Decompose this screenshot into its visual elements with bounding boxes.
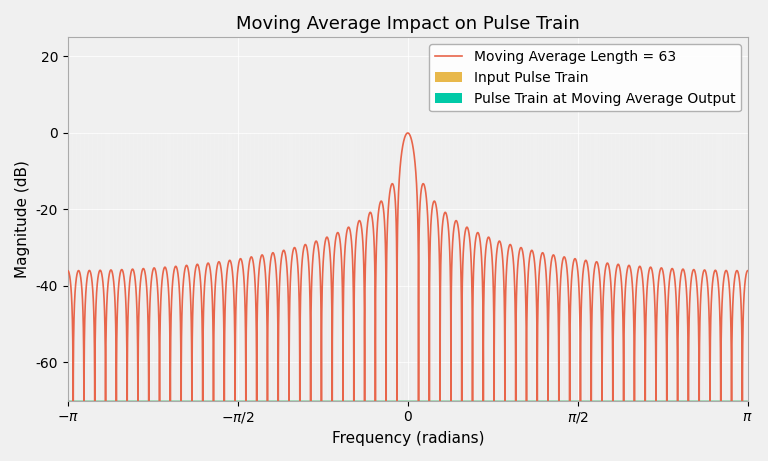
Moving Average Length = 63 (697, 284, 706, 290)
Line: Moving Average Length = 63: Moving Average Length = 63 (68, 133, 748, 461)
Moving Average Length = 63 (594, 269, 604, 275)
Moving Average Length = 63 (63, 268, 72, 273)
Moving Average Length = 63 (115, 274, 124, 279)
Moving Average Length = 63 (346, 231, 356, 236)
Moving Average Length = 63 (495, 240, 505, 245)
Title: Moving Average Impact on Pulse Train: Moving Average Impact on Pulse Train (236, 15, 580, 33)
X-axis label: Frequency (radians): Frequency (radians) (332, 431, 484, 446)
Moving Average Length = 63 (568, 273, 577, 279)
Legend: Moving Average Length = 63, Input Pulse Train, Pulse Train at Moving Average Out: Moving Average Length = 63, Input Pulse … (429, 44, 741, 111)
Y-axis label: Magnitude (dB): Magnitude (dB) (15, 160, 30, 278)
Moving Average Length = 63 (403, 130, 412, 136)
Moving Average Length = 63 (743, 268, 753, 273)
